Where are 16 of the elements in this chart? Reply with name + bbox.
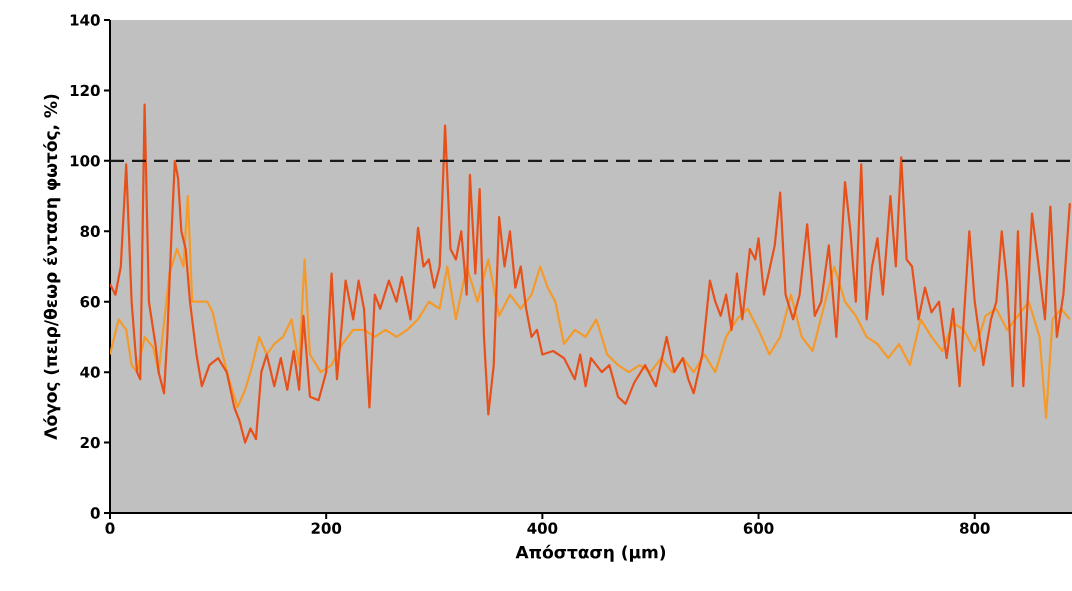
y-tick-label: 80 xyxy=(80,225,100,237)
y-tick-label: 40 xyxy=(80,366,100,378)
y-tick-label: 100 xyxy=(70,155,100,167)
y-tick-label: 0 xyxy=(90,507,100,519)
y-tick-label: 20 xyxy=(80,436,100,449)
line-series xyxy=(110,103,1071,444)
y-axis-title: Λόγος (πειρ/θεωρ ένταση φωτός, %) xyxy=(43,94,61,440)
y-tick-label: 60 xyxy=(80,296,100,308)
x-axis-title: Απόσταση (μm) xyxy=(515,544,666,562)
y-tick-label: 140 xyxy=(70,14,100,26)
x-tick-label: 400 xyxy=(527,522,558,534)
x-tick-label: 0 xyxy=(105,522,115,534)
x-tick-label: 800 xyxy=(959,522,990,534)
x-tick-label: 600 xyxy=(743,522,774,534)
x-tick-label: 200 xyxy=(311,522,342,534)
y-tick-label: 120 xyxy=(70,84,100,97)
